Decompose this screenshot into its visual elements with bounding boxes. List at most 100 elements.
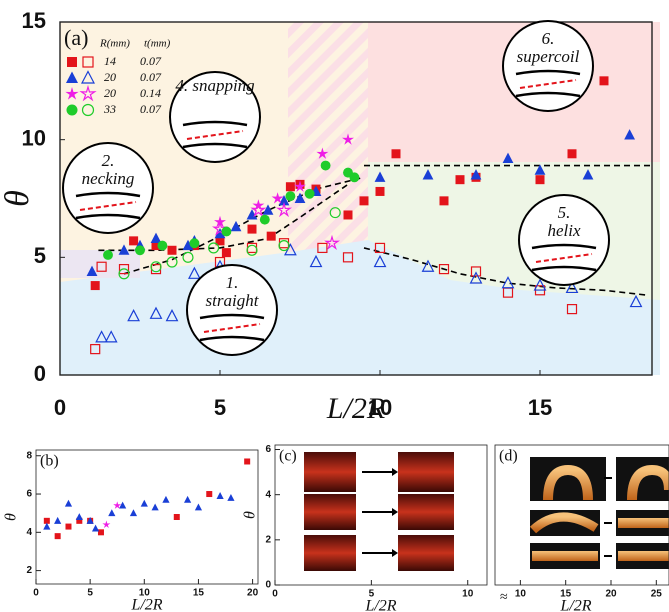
y-tick-label: 2	[265, 534, 271, 545]
marker	[102, 520, 111, 529]
x-tick-label: 10	[368, 395, 392, 420]
marker	[375, 186, 385, 196]
legend-header: t(mm)	[144, 38, 171, 50]
y-tick-label: 0	[34, 361, 46, 386]
marker	[150, 232, 162, 244]
marker	[275, 201, 293, 218]
marker	[157, 240, 168, 251]
legend-label: 0.07	[140, 70, 162, 84]
marker	[501, 276, 515, 289]
plot-frame	[35, 449, 259, 585]
marker	[422, 169, 434, 180]
marker	[349, 172, 360, 183]
marker	[208, 242, 220, 254]
x-tick-label: 15	[560, 589, 572, 600]
marker	[374, 242, 386, 254]
inset-sketch	[75, 191, 141, 220]
marker	[250, 201, 267, 218]
marker	[373, 254, 387, 268]
inset-circle	[169, 71, 261, 163]
marker	[221, 248, 231, 258]
image-panels: ≈	[304, 452, 669, 605]
marker	[194, 503, 203, 511]
x-tick-label: 20	[605, 589, 617, 600]
marker	[90, 344, 101, 355]
marker	[135, 245, 145, 256]
marker	[184, 495, 192, 503]
y-axis-label: θ	[0, 190, 36, 207]
marker	[304, 188, 315, 199]
marker	[119, 501, 127, 509]
marker	[502, 152, 514, 163]
marker	[278, 240, 290, 252]
y-tick-label: 5	[34, 243, 46, 268]
marker	[582, 169, 594, 180]
marker	[75, 513, 83, 520]
panel-label: (b)	[40, 453, 59, 470]
marker	[246, 244, 258, 256]
marker	[118, 268, 130, 280]
marker	[43, 517, 50, 524]
inset-label: 6.	[542, 29, 555, 48]
marker	[391, 149, 401, 159]
x-tick-label: 5	[214, 395, 226, 420]
marker	[149, 306, 163, 319]
inset-sketch	[531, 243, 597, 272]
legend-label: 0.07	[140, 54, 162, 68]
marker	[227, 493, 235, 501]
inset-circle	[186, 264, 278, 356]
marker	[439, 196, 449, 206]
marker	[278, 195, 290, 206]
marker	[320, 160, 331, 171]
marker	[230, 220, 242, 232]
x-tick-label: 0	[33, 588, 39, 599]
x-tick-label: 5	[87, 588, 93, 599]
marker	[567, 149, 577, 159]
marker	[246, 209, 258, 220]
panel-label: (d)	[499, 448, 518, 465]
marker	[151, 241, 161, 251]
marker	[189, 238, 200, 249]
y-tick-label: 0	[265, 580, 271, 591]
x-tick-label: 15	[193, 588, 205, 599]
inset-label: supercoil	[517, 47, 580, 66]
marker	[43, 522, 51, 530]
marker	[271, 192, 284, 204]
marker	[421, 259, 435, 272]
inset-sketch	[79, 201, 137, 211]
y-tick-label: 15	[22, 8, 46, 33]
y-tick-label: 8	[26, 450, 32, 461]
inset-sketch	[515, 69, 581, 98]
inset-label: 1.	[226, 273, 239, 292]
marker	[166, 256, 178, 268]
marker	[470, 266, 482, 277]
inset-label: 5.	[558, 203, 571, 222]
x-tick-label: 20	[247, 588, 259, 599]
x-tick-label: 10	[515, 589, 527, 600]
marker	[565, 280, 579, 294]
plot-frame	[494, 444, 669, 586]
inset-sketch	[186, 130, 244, 140]
panel-label: (c)	[279, 448, 297, 465]
marker	[221, 226, 232, 237]
inset-sketch	[182, 120, 248, 149]
inset-sketch	[203, 323, 261, 333]
legend-marker	[67, 57, 77, 67]
marker	[533, 278, 547, 291]
inset-label: helix	[547, 221, 580, 240]
marker	[266, 231, 276, 241]
y-tick-label: 6	[265, 444, 271, 455]
panel-label: (a)	[64, 25, 88, 50]
inset-label: straight	[206, 291, 260, 310]
plot-frame	[274, 444, 488, 586]
marker	[97, 529, 104, 536]
marker	[182, 239, 194, 251]
inset-circle	[62, 142, 154, 234]
marker	[103, 250, 113, 260]
legend-marker	[65, 87, 79, 100]
marker	[118, 264, 130, 275]
marker	[86, 516, 94, 524]
axis-break: ≈	[500, 590, 508, 605]
y-tick-label: 10	[22, 125, 46, 150]
